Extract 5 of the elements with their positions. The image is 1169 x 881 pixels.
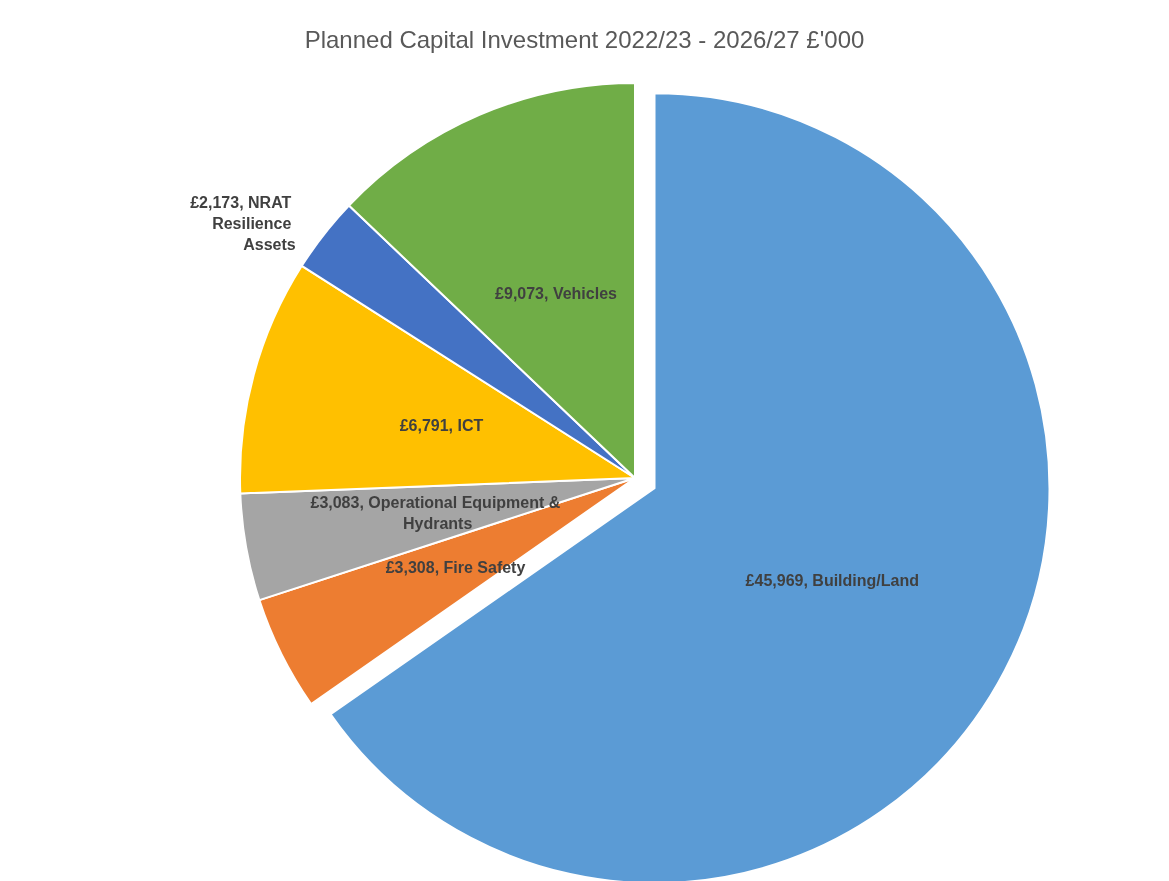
slice-label: £45,969, Building/Land (745, 572, 919, 590)
chart-title: Planned Capital Investment 2022/23 - 2026/27 £'000 (304, 25, 865, 53)
slice-label: £9,073, Vehicles (495, 285, 618, 303)
slice-label: £6,791, ICT (399, 417, 484, 435)
slice-label: £2,173, NRAT Resilience Assets (190, 193, 296, 253)
